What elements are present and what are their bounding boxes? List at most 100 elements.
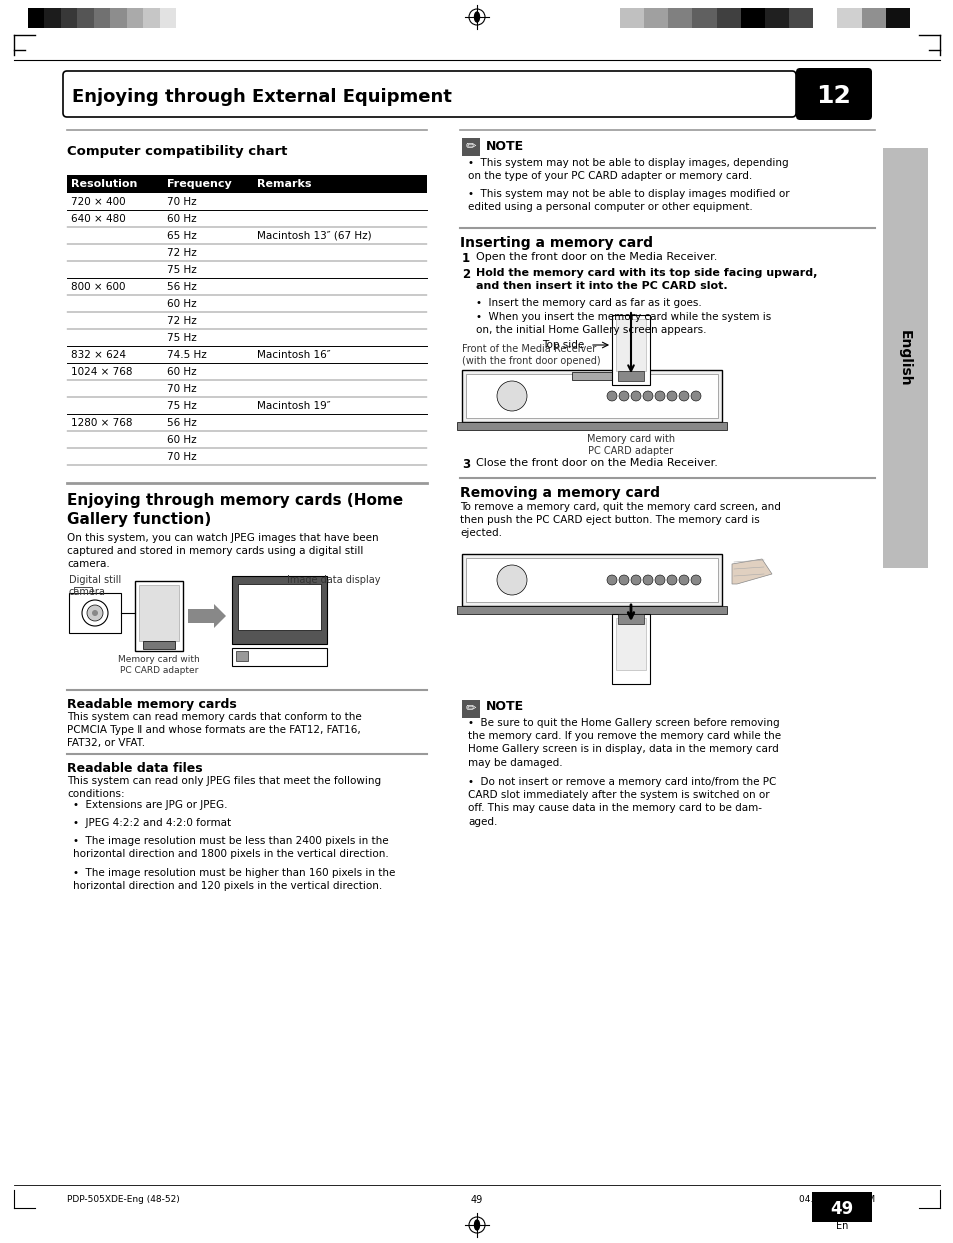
Text: Macintosh 19″: Macintosh 19″ xyxy=(256,400,331,410)
Text: 75 Hz: 75 Hz xyxy=(167,332,196,343)
Text: •  The image resolution must be less than 2400 pixels in the
horizontal directio: • The image resolution must be less than… xyxy=(73,837,388,859)
Text: Enjoying through memory cards (Home
Gallery function): Enjoying through memory cards (Home Gall… xyxy=(67,493,403,527)
Bar xyxy=(237,584,320,630)
Circle shape xyxy=(690,392,700,401)
Bar xyxy=(616,618,645,670)
Bar xyxy=(619,7,643,29)
Circle shape xyxy=(642,392,652,401)
Bar xyxy=(813,7,837,29)
Text: 1280 × 768: 1280 × 768 xyxy=(71,418,132,428)
Polygon shape xyxy=(731,559,771,584)
Ellipse shape xyxy=(474,12,479,22)
Bar xyxy=(461,554,721,607)
Text: •  This system may not be able to display images, depending
on the type of your : • This system may not be able to display… xyxy=(468,158,788,181)
Text: •  Insert the memory card as far as it goes.: • Insert the memory card as far as it go… xyxy=(476,298,701,308)
Bar xyxy=(45,7,61,29)
Text: To remove a memory card, quit the memory card screen, and
then push the PC CARD : To remove a memory card, quit the memory… xyxy=(459,502,781,538)
Text: En: En xyxy=(835,1221,847,1231)
Bar xyxy=(74,587,91,593)
Text: Computer compatibility chart: Computer compatibility chart xyxy=(67,145,287,158)
Text: Memory card with
PC CARD adapter: Memory card with PC CARD adapter xyxy=(118,655,200,675)
Text: 56 Hz: 56 Hz xyxy=(167,281,196,292)
Bar xyxy=(28,7,45,29)
Text: •  This system may not be able to display images modified or
edited using a pers: • This system may not be able to display… xyxy=(468,189,789,213)
Bar xyxy=(232,576,327,644)
Bar xyxy=(135,580,183,651)
Circle shape xyxy=(606,576,617,585)
Text: 74.5 Hz: 74.5 Hz xyxy=(167,349,207,359)
Bar xyxy=(618,370,643,382)
Polygon shape xyxy=(188,604,226,628)
Text: 70 Hz: 70 Hz xyxy=(167,451,196,461)
Bar xyxy=(143,7,160,29)
Circle shape xyxy=(497,566,526,595)
Bar xyxy=(94,7,111,29)
Bar xyxy=(456,423,726,430)
Circle shape xyxy=(87,605,103,622)
Circle shape xyxy=(655,392,664,401)
Text: Readable data files: Readable data files xyxy=(67,762,202,774)
Circle shape xyxy=(618,576,628,585)
Bar xyxy=(456,607,726,614)
Text: 3: 3 xyxy=(461,457,470,471)
Text: •  When you insert the memory card while the system is
on, the initial Home Gall: • When you insert the memory card while … xyxy=(476,312,770,336)
Text: Macintosh 16″: Macintosh 16″ xyxy=(256,349,331,359)
Text: ✏: ✏ xyxy=(465,702,476,716)
Circle shape xyxy=(630,576,640,585)
Text: •  Be sure to quit the Home Gallery screen before removing
the memory card. If y: • Be sure to quit the Home Gallery scree… xyxy=(468,718,781,768)
Text: 75 Hz: 75 Hz xyxy=(167,400,196,410)
Bar xyxy=(461,138,479,157)
Circle shape xyxy=(91,610,98,617)
Bar xyxy=(69,593,121,633)
Text: 75 Hz: 75 Hz xyxy=(167,265,196,275)
Bar xyxy=(788,7,813,29)
Bar xyxy=(837,7,861,29)
Bar xyxy=(235,651,248,661)
Bar xyxy=(67,175,427,193)
Text: Memory card with
PC CARD adapter: Memory card with PC CARD adapter xyxy=(586,434,675,456)
Circle shape xyxy=(642,576,652,585)
Bar xyxy=(461,370,721,423)
Text: 12: 12 xyxy=(816,85,850,108)
Circle shape xyxy=(618,392,628,401)
Bar xyxy=(616,319,645,370)
Text: 640 × 480: 640 × 480 xyxy=(71,214,126,224)
Text: Resolution: Resolution xyxy=(71,179,137,189)
Bar xyxy=(61,7,77,29)
Text: Close the front door on the Media Receiver.: Close the front door on the Media Receiv… xyxy=(476,457,717,469)
Text: 720 × 400: 720 × 400 xyxy=(71,196,126,206)
Ellipse shape xyxy=(474,1219,479,1231)
Text: 49: 49 xyxy=(829,1199,853,1218)
FancyBboxPatch shape xyxy=(63,71,795,117)
Text: 832 × 624: 832 × 624 xyxy=(71,349,126,359)
Bar xyxy=(716,7,740,29)
Text: English: English xyxy=(897,329,911,387)
Text: •  The image resolution must be higher than 160 pixels in the
horizontal directi: • The image resolution must be higher th… xyxy=(73,868,395,891)
Bar xyxy=(465,374,718,418)
Bar xyxy=(127,7,143,29)
Text: On this system, you can watch JPEG images that have been
captured and stored in : On this system, you can watch JPEG image… xyxy=(67,533,378,569)
Circle shape xyxy=(666,576,677,585)
Circle shape xyxy=(666,392,677,401)
Bar xyxy=(692,7,716,29)
Bar xyxy=(811,1192,871,1222)
Bar xyxy=(160,7,176,29)
Text: Macintosh 13″ (67 Hz): Macintosh 13″ (67 Hz) xyxy=(256,230,372,240)
Text: 60 Hz: 60 Hz xyxy=(167,367,196,377)
Text: Front of the Media Receiver
(with the front door opened): Front of the Media Receiver (with the fr… xyxy=(461,344,600,367)
Bar xyxy=(232,648,327,666)
Circle shape xyxy=(679,576,688,585)
Bar xyxy=(77,7,94,29)
Bar xyxy=(885,7,909,29)
Bar xyxy=(764,7,788,29)
Text: NOTE: NOTE xyxy=(485,700,523,713)
Text: Enjoying through External Equipment: Enjoying through External Equipment xyxy=(71,88,452,106)
Circle shape xyxy=(630,392,640,401)
Bar xyxy=(668,7,692,29)
Text: 60 Hz: 60 Hz xyxy=(167,214,196,224)
Bar xyxy=(612,614,649,684)
Text: Open the front door on the Media Receiver.: Open the front door on the Media Receive… xyxy=(476,252,717,262)
Text: Top side: Top side xyxy=(541,341,583,351)
Text: Image data display: Image data display xyxy=(287,576,380,585)
Text: 70 Hz: 70 Hz xyxy=(167,196,196,206)
